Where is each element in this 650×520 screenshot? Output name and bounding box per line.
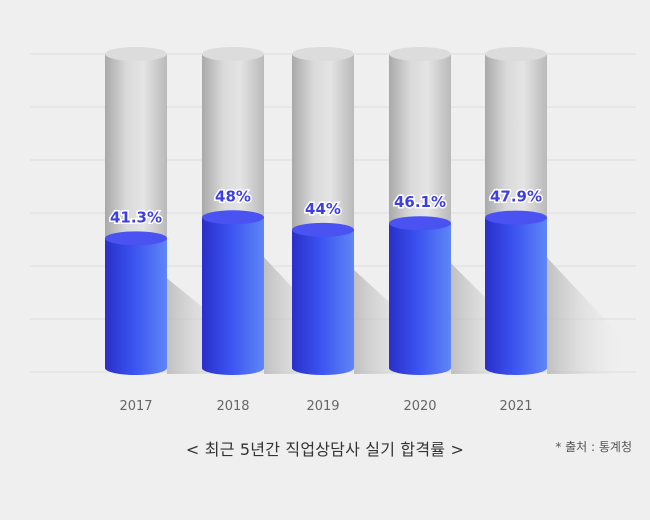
bar-track-top (389, 47, 451, 61)
bar-top-2019 (292, 222, 354, 237)
x-tick-2021: 2021 (499, 399, 532, 414)
bar-2018 (202, 217, 264, 375)
value-labels: 41.3% 48% 44% 46.1% 47.9% (108, 186, 543, 228)
value-label-2021: 47.9% (490, 188, 542, 206)
bar-shadow (547, 257, 627, 374)
x-tick-2019: 2019 (306, 399, 339, 414)
bar-track-top (292, 47, 354, 61)
x-tick-labels: 2017 2018 2019 2020 2021 (119, 399, 532, 414)
chart-caption: < 최근 5년간 직업상담사 실기 합격률 > (185, 440, 465, 459)
bar-top-2018 (202, 210, 264, 225)
bar-2017 (105, 238, 167, 375)
bar-track-top (485, 47, 547, 61)
bar-track-top (202, 47, 264, 61)
bar-2021 (485, 217, 547, 375)
source-note: * 출처 : 통계청 (555, 440, 632, 454)
bar-top-2017 (105, 231, 167, 246)
bar-top-2020 (389, 216, 451, 231)
bar-top-2021 (485, 210, 547, 225)
bar-2019 (292, 229, 354, 375)
value-label-2017: 41.3% (110, 208, 162, 226)
x-tick-2017: 2017 (119, 399, 152, 414)
bar-track-top (105, 47, 167, 61)
x-tick-2020: 2020 (403, 399, 436, 414)
value-label-2020: 46.1% (394, 193, 446, 211)
bar-2020 (389, 223, 451, 375)
value-label-2018: 48% (215, 187, 251, 205)
x-tick-2018: 2018 (216, 399, 249, 414)
bars (105, 47, 547, 375)
value-label-2019: 44% (305, 200, 341, 218)
